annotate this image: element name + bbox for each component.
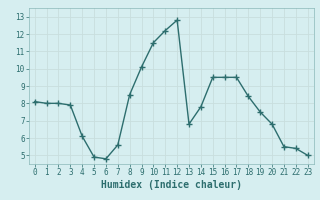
X-axis label: Humidex (Indice chaleur): Humidex (Indice chaleur) [101, 180, 242, 190]
